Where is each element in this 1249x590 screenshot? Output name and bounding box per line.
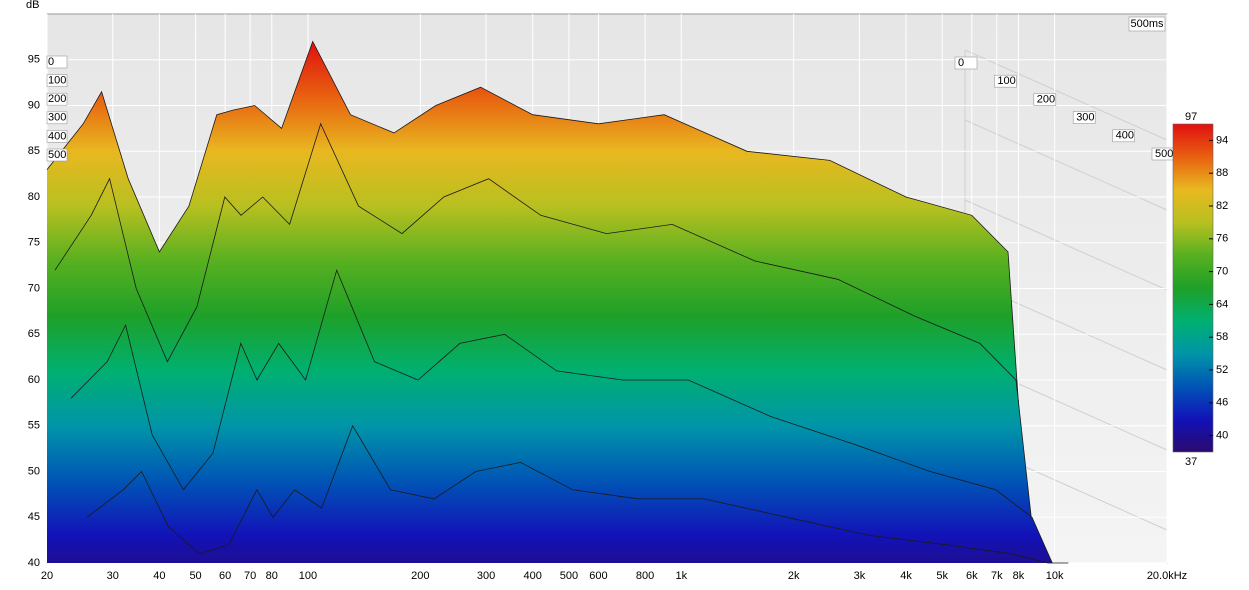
depth-tick-label: 300 (1076, 112, 1094, 124)
x-tick-label: 30 (107, 570, 119, 582)
depth-label-box (1128, 16, 1166, 32)
depth-tick-label: 500 (48, 149, 66, 161)
x-tick-label: 2k (788, 570, 800, 582)
x-tick-label: 60 (219, 570, 231, 582)
depth-tick-label: 500 (1155, 148, 1173, 160)
slice-area (87, 425, 1069, 563)
colorbar-max-label: 97 (1185, 111, 1197, 123)
x-tick-label: 8k (1013, 570, 1025, 582)
colorbar-tick-label: 70 (1216, 266, 1228, 278)
x-tick-label: 300 (477, 570, 495, 582)
colorbar (1172, 123, 1214, 453)
depth-tick-box (46, 130, 68, 143)
x-tick-label: 20.0kHz (1147, 570, 1187, 582)
depth-tick-box (46, 148, 68, 162)
y-axis-label: dB (26, 0, 39, 11)
depth-tick-label: 200 (1037, 93, 1055, 105)
depth-tick-box (46, 92, 68, 106)
colorbar-tick-label: 52 (1216, 364, 1228, 376)
colorbar-tick-label: 76 (1216, 233, 1228, 245)
colorbar-tick-label: 46 (1216, 397, 1228, 409)
y-tick-label: 85 (28, 145, 40, 157)
x-tick-label: 400 (524, 570, 542, 582)
x-tick-label: 3k (854, 570, 866, 582)
x-tick-label: 500 (560, 570, 578, 582)
depth-tick-box (46, 74, 68, 87)
y-tick-label: 95 (28, 54, 40, 66)
y-tick-label: 80 (28, 191, 40, 203)
y-tick-label: 90 (28, 99, 40, 111)
depth-tick-label: 400 (48, 130, 66, 142)
x-tick-label: 800 (636, 570, 654, 582)
x-tick-label: 1k (675, 570, 687, 582)
x-tick-label: 40 (153, 570, 165, 582)
depth-tick-box (954, 56, 978, 70)
colorbar-tick-label: 88 (1216, 167, 1228, 179)
depth-label: 500ms (1130, 18, 1164, 30)
x-tick-label: 10k (1046, 570, 1064, 582)
y-tick-label: 75 (28, 237, 40, 249)
x-tick-label: 50 (189, 570, 201, 582)
y-tick-label: 45 (28, 511, 40, 523)
x-tick-label: 600 (589, 570, 607, 582)
y-tick-label: 55 (28, 420, 40, 432)
x-tick-label: 100 (299, 570, 317, 582)
slice-line (54, 122, 1037, 564)
depth-tick-label: 400 (1116, 130, 1134, 142)
x-tick-label: 7k (991, 570, 1003, 582)
slice-line (70, 268, 1053, 564)
y-tick-label: 60 (28, 374, 40, 386)
colorbar-min-label: 37 (1185, 456, 1197, 468)
x-tick-label: 20 (41, 570, 53, 582)
depth-tick-box (46, 55, 68, 69)
x-tick-label: 200 (411, 570, 429, 582)
colorbar-tick-label: 64 (1216, 298, 1228, 310)
depth-tick-box (46, 111, 68, 125)
colorbar-tick-label: 82 (1216, 200, 1228, 212)
y-tick-label: 65 (28, 328, 40, 340)
depth-tick-label: 200 (48, 93, 66, 105)
x-tick-label: 80 (266, 570, 278, 582)
y-tick-label: 40 (28, 557, 40, 569)
depth-tick-label: 0 (958, 57, 964, 69)
depth-tick-label: 100 (997, 75, 1015, 87)
colorbar-tick-label: 40 (1216, 430, 1228, 442)
depth-tick-box (1033, 93, 1057, 106)
depth-tick-box (1112, 129, 1135, 143)
depth-tick-box (994, 74, 1017, 88)
depth-tick-box (1072, 111, 1096, 124)
x-tick-label: 6k (966, 570, 978, 582)
depth-tick-label: 0 (48, 56, 54, 68)
depth-tick-label: 300 (48, 112, 66, 124)
depth-tick-label: 100 (48, 75, 66, 87)
colorbar-tick-label: 58 (1216, 331, 1228, 343)
x-tick-label: 4k (900, 570, 912, 582)
y-tick-label: 70 (28, 282, 40, 294)
slice-line (46, 40, 1029, 545)
y-tick-label: 50 (28, 465, 40, 477)
x-tick-label: 70 (244, 570, 256, 582)
x-tick-label: 5k (936, 570, 948, 582)
colorbar-tick-label: 94 (1216, 134, 1228, 146)
slice-line (86, 424, 1069, 564)
